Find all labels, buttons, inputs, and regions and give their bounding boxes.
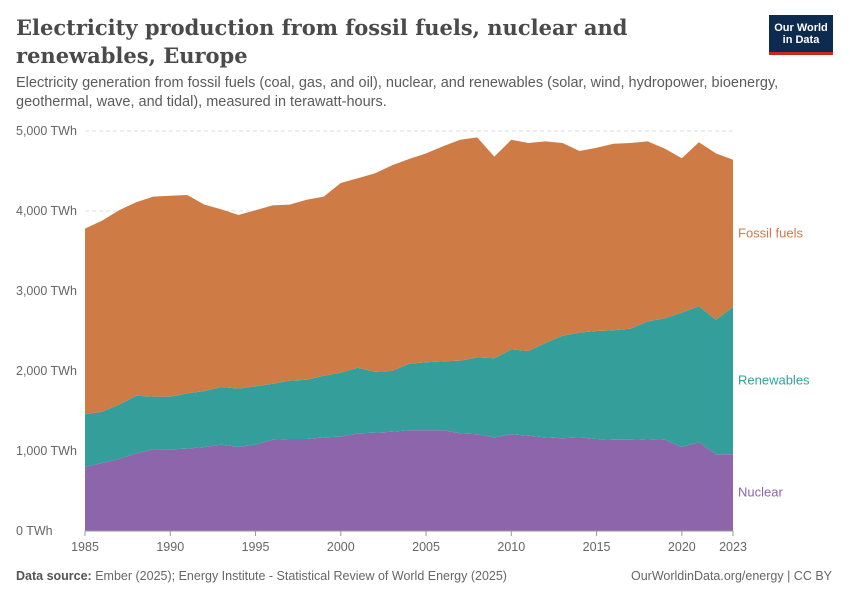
series-area-renewables bbox=[85, 306, 733, 467]
x-tick-label: 2010 bbox=[497, 540, 525, 554]
data-source-note: Data source: Ember (2025); Energy Instit… bbox=[16, 569, 507, 583]
series-label-fossil-fuels: Fossil fuels bbox=[738, 225, 804, 240]
data-source-label: Data source: bbox=[16, 569, 92, 583]
x-tick-label: 2000 bbox=[327, 540, 355, 554]
chart-subtitle: Electricity generation from fossil fuels… bbox=[16, 75, 779, 110]
x-tick-label: 1995 bbox=[242, 540, 270, 554]
x-tick-label: 2015 bbox=[583, 540, 611, 554]
axes: 0 TWh 1,000 TWh 2,000 TWh 3,000 TWh 4,000 TW… bbox=[16, 124, 747, 554]
x-tick-label: 2023 bbox=[719, 540, 747, 554]
y-tick-label: 3,000 TWh bbox=[16, 284, 77, 298]
x-tick-label: 2020 bbox=[668, 540, 696, 554]
series-areas bbox=[85, 137, 733, 531]
series-labels: Nuclear Renewables Fossil fuels bbox=[738, 225, 810, 499]
series-area-fossil-fuels bbox=[85, 137, 733, 415]
y-tick-label: 5,000 TWh bbox=[16, 124, 77, 138]
x-tick-label: 2005 bbox=[412, 540, 440, 554]
logo-line-1: Our World bbox=[774, 21, 828, 34]
x-tick-label: 1985 bbox=[71, 540, 99, 554]
credit-link[interactable]: OurWorldinData.org/energy | CC BY bbox=[630, 569, 832, 583]
y-tick-label: 4,000 TWh bbox=[16, 204, 77, 218]
chart-title: Electricity production from fossil fuels… bbox=[16, 15, 628, 68]
owid-logo[interactable]: Our World in Data bbox=[769, 15, 833, 55]
y-tick-label: 0 TWh bbox=[16, 524, 53, 538]
series-label-renewables: Renewables bbox=[738, 373, 810, 388]
data-source-text: Ember (2025); Energy Institute - Statist… bbox=[95, 569, 507, 583]
logo-line-2: in Data bbox=[782, 33, 820, 46]
series-area-nuclear bbox=[85, 430, 733, 531]
x-tick-label: 1990 bbox=[156, 540, 184, 554]
y-tick-label: 2,000 TWh bbox=[16, 364, 77, 378]
series-label-nuclear: Nuclear bbox=[738, 485, 783, 500]
y-tick-label: 1,000 TWh bbox=[16, 444, 77, 458]
